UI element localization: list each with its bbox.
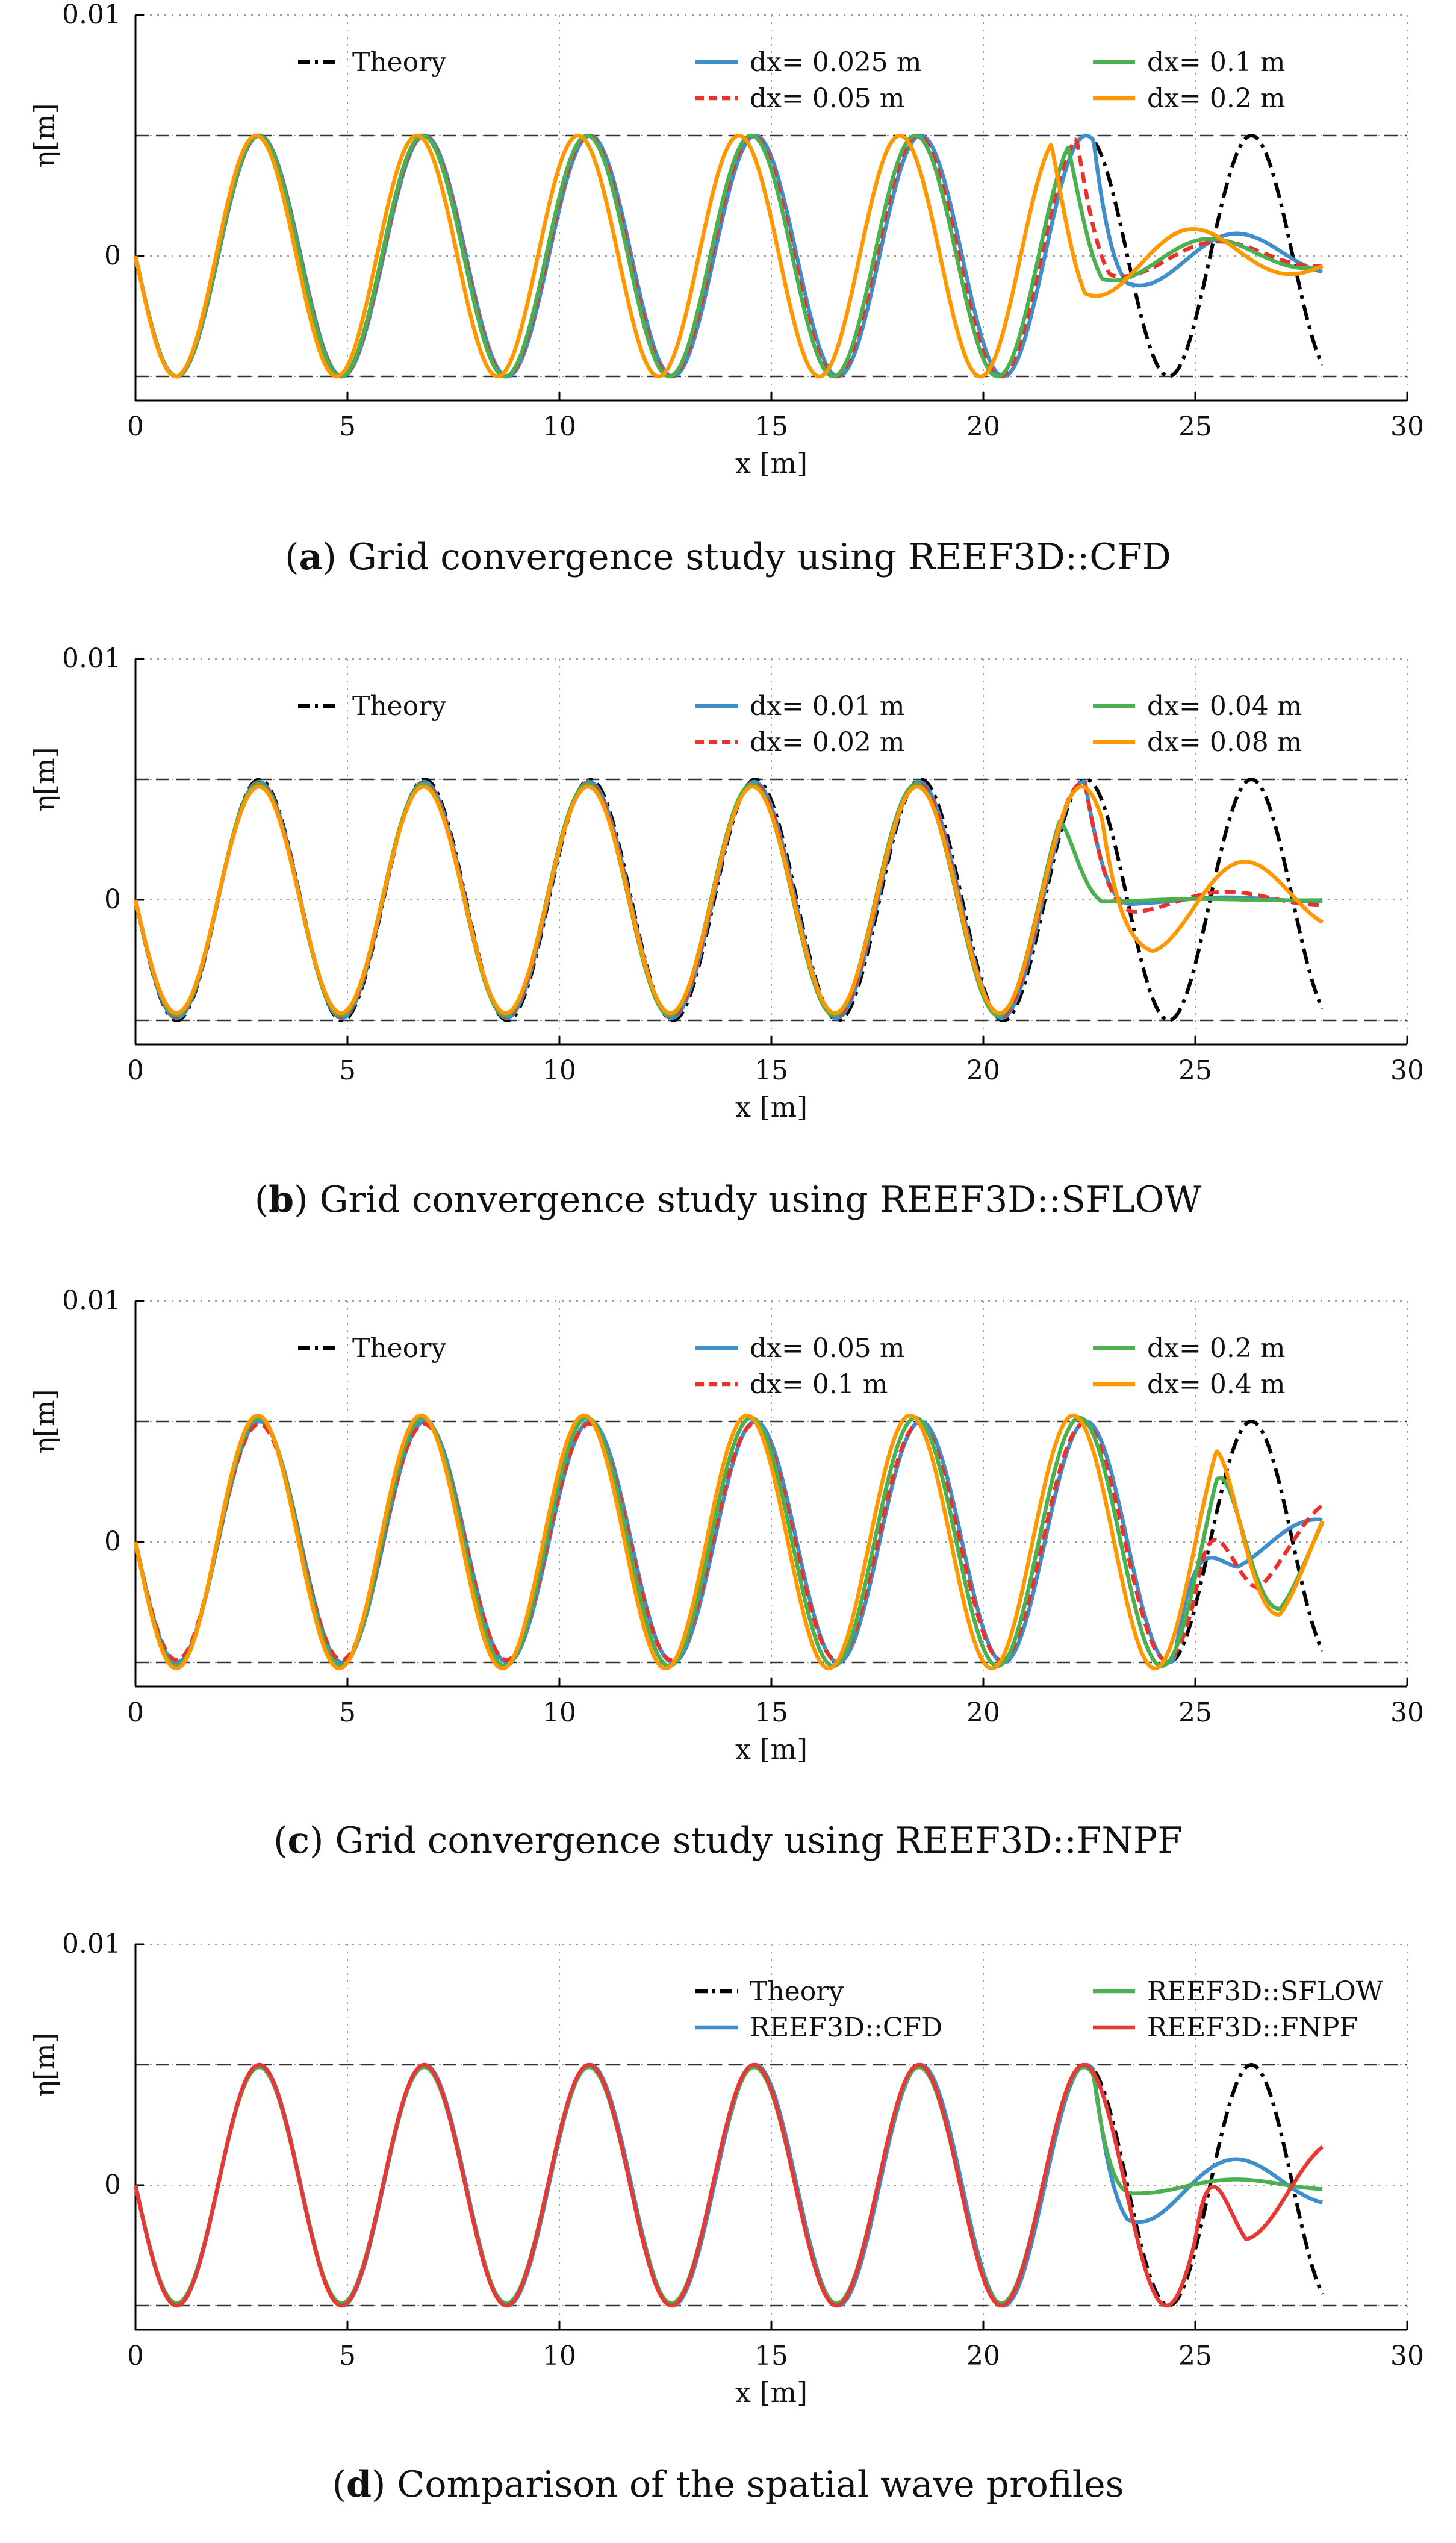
legend-label: dx= 0.08 m <box>1147 727 1302 758</box>
x-tick-label: 0 <box>127 2341 144 2371</box>
legend-label: dx= 0.025 m <box>750 47 922 78</box>
caption-paren: ( <box>285 536 299 578</box>
caption-paren: ( <box>332 2463 346 2506</box>
chart-panel-b: 0 5 10 15 20 25 30 0.01 0 x [m] η[m] Theory dx= 0.01… <box>28 643 1424 1221</box>
x-tick-label: 0 <box>127 1055 144 1086</box>
x-tick-label: 15 <box>754 1697 788 1728</box>
x-tick-label: 20 <box>966 2341 1000 2371</box>
caption-paren: ( <box>273 1820 287 1862</box>
x-axis-label: x [m] <box>735 2376 807 2409</box>
series-line-dx-0-1-m <box>133 1421 1324 1662</box>
x-tick-label: 15 <box>754 411 788 442</box>
caption-paren: ( <box>255 1179 269 1221</box>
y-axis-label: η[m] <box>28 103 61 167</box>
x-tick-label: 5 <box>339 1055 356 1086</box>
x-tick-label: 15 <box>754 2341 788 2371</box>
legend-label: dx= 0.1 m <box>1147 47 1286 78</box>
x-tick-label: 20 <box>966 1697 1000 1728</box>
caption-panel-letter: a <box>299 536 323 578</box>
x-tick-label: 10 <box>543 1055 576 1086</box>
y-tick-label: 0.01 <box>62 1285 121 1316</box>
y-axis-label: η[m] <box>28 747 61 811</box>
x-tick-label: 25 <box>1178 411 1212 442</box>
y-tick-label: 0.01 <box>62 643 121 674</box>
legend-label: dx= 0.2 m <box>1147 1333 1286 1364</box>
x-tick-label: 10 <box>543 1697 576 1728</box>
x-tick-label: 5 <box>339 1697 356 1728</box>
series-line-dx-0-2-m <box>133 1415 1325 1668</box>
legend-label: dx= 0.2 m <box>1147 83 1286 114</box>
y-tick-label: 0.01 <box>62 0 121 30</box>
series-line-reef3d-fnpf <box>133 2062 1324 2308</box>
legend-label: dx= 0.04 m <box>1147 691 1302 722</box>
legend-label: Theory <box>352 1333 446 1364</box>
x-tick-label: 25 <box>1178 2341 1212 2371</box>
x-tick-label: 25 <box>1178 1697 1212 1728</box>
legend-label: REEF3D::FNPF <box>1147 2012 1358 2043</box>
caption-panel-letter: b <box>269 1179 294 1221</box>
x-tick-label: 20 <box>966 411 1000 442</box>
series-line-dx-0-2-m <box>133 133 1324 379</box>
caption-text: ) Comparison of the spatial wave profile… <box>372 2463 1124 2506</box>
chart-panel-c: 0 5 10 15 20 25 30 0.01 0 x [m] η[m] Theory dx= 0.05… <box>28 1285 1424 1862</box>
chart-panel-a: 0 5 10 15 20 25 30 0.01 0 x [m] η[m] Theory dx= 0.02… <box>28 0 1424 578</box>
legend-label: dx= 0.02 m <box>750 727 905 758</box>
panel-caption: (b) Grid convergence study using REEF3D:… <box>255 1179 1202 1221</box>
series-line-dx-0-08-m <box>133 784 1324 1016</box>
legend-label: dx= 0.1 m <box>750 1369 888 1400</box>
y-tick-label: 0 <box>104 240 121 271</box>
panel-caption: (a) Grid convergence study using REEF3D:… <box>285 536 1171 578</box>
x-axis-label: x [m] <box>735 1091 807 1123</box>
legend-label: dx= 0.01 m <box>750 691 905 722</box>
x-tick-label: 10 <box>543 2341 576 2371</box>
x-tick-label: 15 <box>754 1055 788 1086</box>
panel-caption: (d) Comparison of the spatial wave profi… <box>332 2463 1124 2506</box>
x-tick-label: 25 <box>1178 1055 1212 1086</box>
y-axis-label: η[m] <box>28 1389 61 1453</box>
y-tick-label: 0.01 <box>62 1929 121 1959</box>
y-tick-label: 0 <box>104 2170 121 2200</box>
panel-caption: (c) Grid convergence study using REEF3D:… <box>273 1820 1183 1862</box>
legend-label: REEF3D::CFD <box>750 2012 942 2043</box>
x-tick-label: 5 <box>339 411 356 442</box>
caption-panel-letter: d <box>346 2463 372 2506</box>
caption-text: ) Grid convergence study using REEF3D::F… <box>310 1820 1183 1862</box>
y-axis-label: η[m] <box>28 2032 61 2097</box>
legend-label: dx= 0.05 m <box>750 1333 905 1364</box>
x-tick-label: 30 <box>1390 411 1424 442</box>
x-tick-label: 0 <box>127 411 144 442</box>
legend-label: Theory <box>750 1976 844 2007</box>
x-tick-label: 30 <box>1390 2341 1424 2371</box>
caption-text: ) Grid convergence study using REEF3D::S… <box>294 1179 1202 1221</box>
legend-label: dx= 0.4 m <box>1147 1369 1286 1400</box>
y-tick-label: 0 <box>104 1526 121 1557</box>
legend-label: Theory <box>352 47 446 78</box>
caption-text: ) Grid convergence study using REEF3D::C… <box>322 536 1171 578</box>
series-line-dx-0-4-m <box>133 1413 1325 1671</box>
x-tick-label: 30 <box>1390 1697 1424 1728</box>
x-tick-label: 5 <box>339 2341 356 2371</box>
x-axis-label: x [m] <box>735 1733 807 1765</box>
legend-label: dx= 0.05 m <box>750 83 905 114</box>
caption-panel-letter: c <box>288 1820 310 1862</box>
x-tick-label: 20 <box>966 1055 1000 1086</box>
x-tick-label: 30 <box>1390 1055 1424 1086</box>
x-tick-label: 10 <box>543 411 576 442</box>
x-axis-label: x [m] <box>735 447 807 479</box>
legend-label: Theory <box>352 691 446 722</box>
legend-label: REEF3D::SFLOW <box>1147 1976 1384 2007</box>
x-tick-label: 0 <box>127 1697 144 1728</box>
y-tick-label: 0 <box>104 884 121 915</box>
